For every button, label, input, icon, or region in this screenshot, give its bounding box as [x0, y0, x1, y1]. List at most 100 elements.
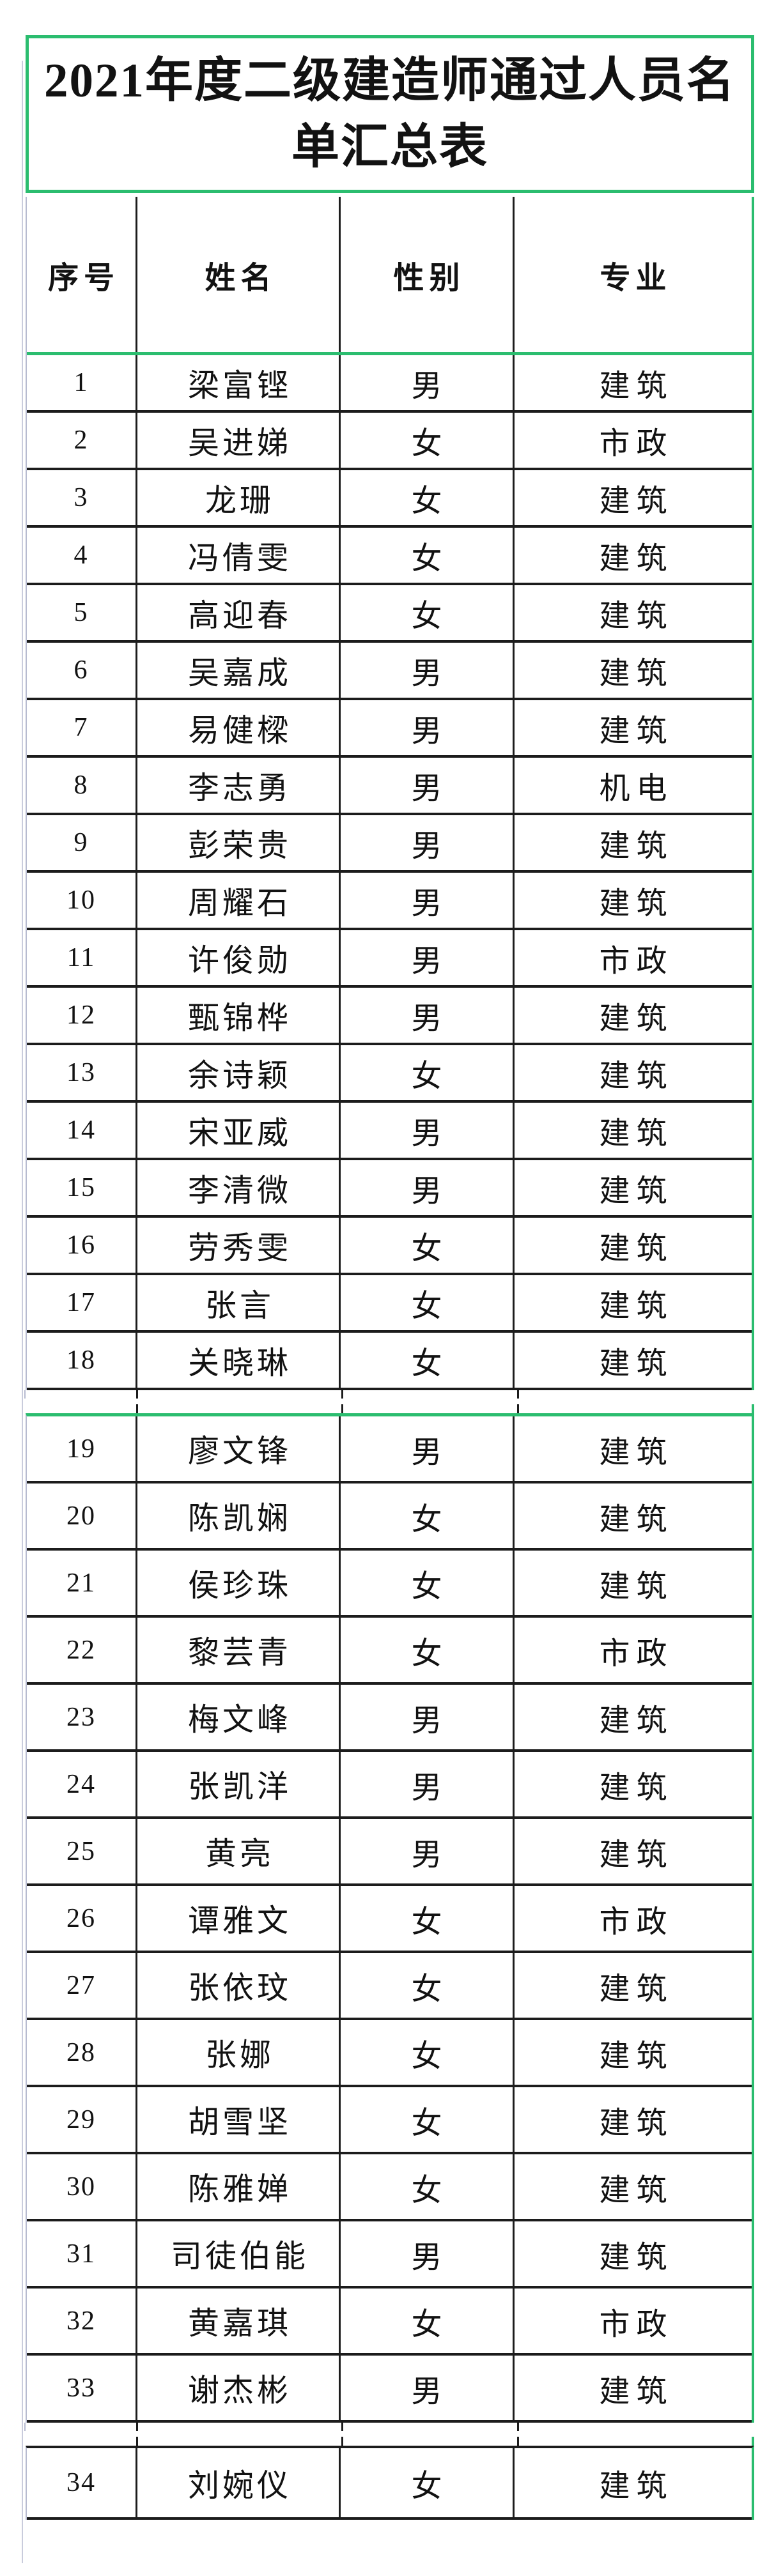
cell-gender: 男: [341, 1160, 515, 1215]
cell-name: 吴嘉成: [137, 643, 341, 698]
cell-name: 张言: [137, 1275, 341, 1330]
cell-major: 建筑: [599, 2374, 674, 2409]
cell-no: 13: [27, 1045, 137, 1100]
cell-major: 市政: [599, 944, 674, 978]
cell-name: 陈凯娴: [137, 1483, 341, 1548]
table-row: 31 司徒伯能男 建筑: [27, 2221, 752, 2288]
cell-gender: 男: [341, 1416, 515, 1481]
cell-gender: 女: [341, 2448, 515, 2517]
table-row: 20 陈凯娴女 建筑: [27, 1483, 752, 1551]
table-row: 16 劳秀雯女 建筑: [27, 1218, 752, 1275]
cell-major: 建筑: [599, 1770, 674, 1805]
cell-no: 20: [27, 1483, 137, 1548]
cell-name: 司徒伯能: [137, 2221, 341, 2286]
cell-name: 吴进娣: [137, 413, 341, 468]
cell-name: 侯珍珠: [137, 1551, 341, 1615]
cell-no: 11: [27, 930, 137, 985]
cell-no: 3: [27, 470, 137, 525]
cell-name: 关晓琳: [137, 1333, 341, 1388]
cell-gender: 男: [341, 988, 515, 1043]
roster-table-section-3: 34 刘婉仪女 建筑: [26, 2446, 754, 2520]
cell-gender: 男: [341, 2221, 515, 2286]
cell-major: 建筑: [599, 1059, 674, 1093]
table-row: 19 廖文锋男 建筑: [27, 1416, 752, 1483]
gridline-stub: [136, 2423, 138, 2431]
cell-major: 建筑: [599, 2469, 674, 2503]
cell-name: 宋亚威: [137, 1103, 341, 1158]
cell-major: 建筑: [599, 1347, 674, 1381]
table-row: 30 陈雅婵女 建筑: [27, 2154, 752, 2221]
cell-name: 张依玟: [137, 1953, 341, 2018]
cell-name: 甄锦桦: [137, 988, 341, 1043]
cell-gender: 女: [341, 1886, 515, 1951]
header-cell-no: 序号: [27, 197, 137, 352]
cell-gender: 女: [341, 413, 515, 468]
section-gap: [24, 1390, 754, 1414]
cell-major: 建筑: [599, 1837, 674, 1872]
cell-gender: 男: [341, 815, 515, 870]
cell-gender: 女: [341, 1483, 515, 1548]
cell-name: 劳秀雯: [137, 1218, 341, 1273]
cell-name: 黄亮: [137, 1819, 341, 1883]
cell-no: 5: [27, 585, 137, 640]
header-cell-gender: 性别: [341, 197, 515, 352]
gridline-stub: [136, 2437, 138, 2447]
gridline-stub: [752, 1404, 754, 1414]
gridline-stub: [24, 2423, 26, 2431]
cell-name: 梅文峰: [137, 1685, 341, 1749]
table-row: 29 胡雪坚女 建筑: [27, 2087, 752, 2154]
cell-gender: 女: [341, 2288, 515, 2353]
gridline-stub: [341, 1390, 343, 1399]
cell-name: 周耀石: [137, 873, 341, 928]
cell-gender: 男: [341, 2356, 515, 2420]
table-row: 12 甄锦桦男 建筑: [27, 988, 752, 1045]
cell-name: 谭雅文: [137, 1886, 341, 1951]
cell-name: 余诗颖: [137, 1045, 341, 1100]
cell-gender: 女: [341, 2020, 515, 2085]
gridline-stub: [341, 1404, 343, 1414]
cell-major: 机电: [599, 772, 674, 806]
cell-name: 冯倩雯: [137, 528, 341, 583]
cell-gender: 女: [341, 528, 515, 583]
cell-no: 15: [27, 1160, 137, 1215]
cell-no: 19: [27, 1416, 137, 1481]
cell-major: 市政: [599, 1636, 674, 1671]
table-row: 10 周耀石男 建筑: [27, 873, 752, 930]
gridline-stub: [341, 2423, 343, 2431]
cell-no: 2: [27, 413, 137, 468]
document-body: { "title_lines": ["2021年度二级建造师通过人员名", "单…: [0, 35, 767, 2576]
cell-gender: 男: [341, 1685, 515, 1749]
section-1-rows: 1 梁富铿男建筑 2 吴进娣女市政 3 龙珊女建筑 4 冯倩雯女建筑 5 高迎春女建筑 6 吴嘉成男建…: [27, 355, 752, 1390]
cell-gender: 男: [341, 700, 515, 755]
cell-no: 1: [27, 355, 137, 410]
cell-major: 建筑: [599, 2240, 674, 2274]
cell-major: 建筑: [599, 369, 674, 403]
cell-gender: 男: [341, 930, 515, 985]
table-row: 5 高迎春女 建筑: [27, 585, 752, 643]
table-row: 9 彭荣贵男 建筑: [27, 815, 752, 873]
page-title-line-2: 单汇总表: [291, 120, 488, 174]
cell-no: 21: [27, 1551, 137, 1615]
cell-no: 16: [27, 1218, 137, 1273]
table-row: 7 易健樑男 建筑: [27, 700, 752, 758]
cell-major: 建筑: [599, 1002, 674, 1036]
cell-gender: 男: [341, 1752, 515, 1816]
cell-major: 建筑: [599, 657, 674, 691]
cell-no: 26: [27, 1886, 137, 1951]
cell-gender: 女: [341, 1333, 515, 1388]
header-cell-name: 姓名: [137, 197, 341, 352]
cell-gender: 男: [341, 1103, 515, 1158]
cell-name: 黎芸青: [137, 1618, 341, 1682]
gridline-stub: [341, 2437, 343, 2447]
cell-no: 24: [27, 1752, 137, 1816]
table-row: 22 黎芸青女 市政: [27, 1618, 752, 1685]
cell-gender: 男: [341, 355, 515, 410]
cell-no: 14: [27, 1103, 137, 1158]
cell-major: 建筑: [599, 714, 674, 748]
cell-name: 廖文锋: [137, 1416, 341, 1481]
sheet-gridline: [22, 61, 23, 2563]
cell-gender: 男: [341, 873, 515, 928]
cell-major: 建筑: [599, 2106, 674, 2140]
table-row: 13 余诗颖女 建筑: [27, 1045, 752, 1103]
cell-major: 建筑: [599, 1174, 674, 1208]
